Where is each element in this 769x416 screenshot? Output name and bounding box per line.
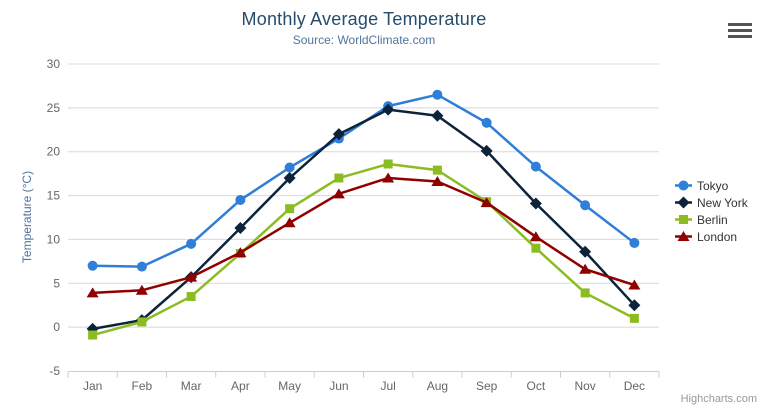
export-menu-button[interactable] <box>722 16 758 44</box>
svg-text:10: 10 <box>47 232 61 246</box>
series-london[interactable] <box>86 172 641 298</box>
y-gridlines <box>68 63 659 328</box>
legend-item-new-york[interactable]: New York <box>675 194 748 211</box>
svg-text:Nov: Nov <box>574 379 595 393</box>
svg-text:Aug: Aug <box>427 379 448 393</box>
series-new-york[interactable] <box>86 103 641 335</box>
legend-item-tokyo[interactable]: Tokyo <box>675 177 748 194</box>
tokyo-series-marker-icon <box>675 180 692 191</box>
legend-item-berlin[interactable]: Berlin <box>675 211 748 228</box>
legend-label: Berlin <box>697 212 728 227</box>
svg-text:15: 15 <box>47 189 61 203</box>
svg-text:Feb: Feb <box>132 379 153 393</box>
svg-text:Jul: Jul <box>380 379 395 393</box>
legend-label: New York <box>697 195 748 210</box>
chart-subtitle: Source: WorldClimate.com <box>292 33 436 47</box>
legend: Tokyo New York Berlin London <box>675 177 748 245</box>
series-tokyo[interactable] <box>87 89 640 272</box>
legend-label: London <box>697 229 738 244</box>
svg-text:Sep: Sep <box>476 379 498 393</box>
svg-text:Jun: Jun <box>329 379 348 393</box>
svg-text:5: 5 <box>53 276 60 290</box>
x-axis <box>67 371 660 378</box>
x-axis-labels: Jan Feb Mar Apr May Jun Jul Aug Sep Oct Nov Dec <box>83 379 645 393</box>
svg-text:Apr: Apr <box>231 379 250 393</box>
legend-label: Tokyo <box>697 178 729 193</box>
svg-text:Oct: Oct <box>527 379 546 393</box>
berlin-series-marker-icon <box>675 215 692 224</box>
highcharts-credits-link[interactable]: Highcharts.com <box>680 393 757 405</box>
hamburger-menu-icon <box>728 22 752 38</box>
svg-text:-5: -5 <box>49 364 60 378</box>
svg-text:Dec: Dec <box>624 379 645 393</box>
y-axis-labels: -5 0 5 10 15 20 25 30 <box>47 57 61 378</box>
svg-text:20: 20 <box>47 145 61 159</box>
svg-text:0: 0 <box>53 320 60 334</box>
legend-item-london[interactable]: London <box>675 228 748 245</box>
chart-title: Monthly Average Temperature <box>241 9 487 29</box>
london-series-marker-icon <box>675 231 692 241</box>
svg-text:Mar: Mar <box>181 379 202 393</box>
new-york-series-marker-icon <box>675 196 692 209</box>
svg-text:30: 30 <box>47 57 61 71</box>
svg-text:May: May <box>278 379 301 393</box>
svg-text:Jan: Jan <box>83 379 102 393</box>
svg-text:25: 25 <box>47 101 61 115</box>
